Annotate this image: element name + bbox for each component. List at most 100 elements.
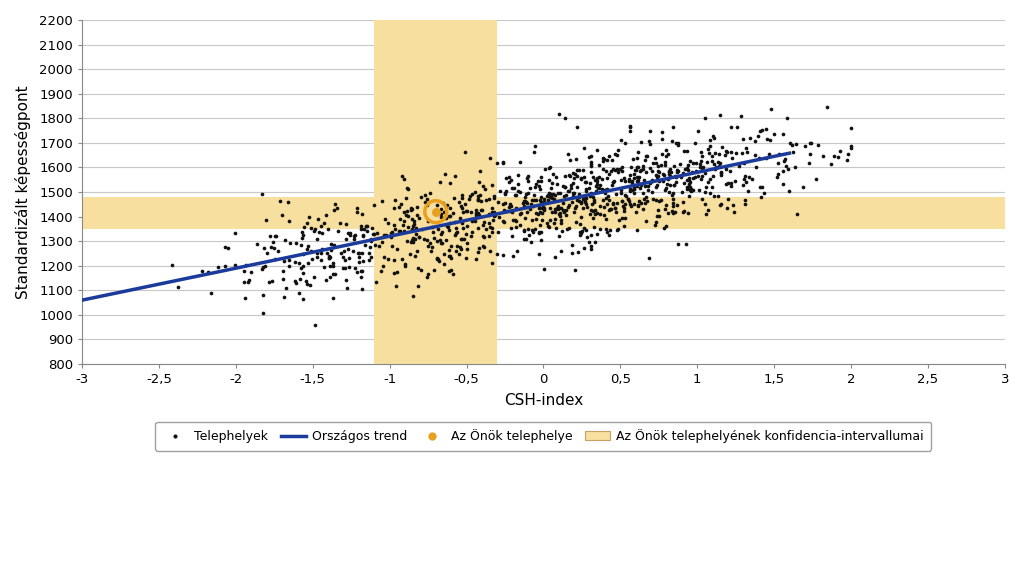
- Point: [437, 169, 454, 178]
- Point: [203, 289, 219, 298]
- Point: [438, 221, 455, 230]
- Point: [484, 215, 501, 224]
- Point: [387, 196, 403, 205]
- Point: [519, 224, 536, 233]
- Point: [802, 138, 818, 148]
- Point: [486, 207, 503, 216]
- Point: [508, 204, 524, 213]
- Point: [507, 216, 523, 225]
- Point: [501, 203, 517, 212]
- Point: [567, 202, 584, 211]
- Point: [541, 176, 557, 185]
- Point: [723, 148, 739, 157]
- Point: [590, 184, 606, 193]
- Point: [522, 184, 539, 193]
- Point: [341, 262, 357, 271]
- Point: [236, 278, 252, 287]
- Point: [558, 206, 574, 215]
- Point: [469, 194, 485, 203]
- Point: [815, 152, 831, 161]
- Point: [543, 189, 559, 198]
- Point: [470, 224, 486, 233]
- Point: [746, 137, 763, 146]
- Point: [607, 204, 624, 213]
- Point: [406, 291, 422, 300]
- Point: [383, 229, 399, 238]
- Point: [575, 166, 592, 175]
- Point: [693, 157, 710, 166]
- Point: [419, 200, 435, 209]
- Point: [467, 216, 483, 225]
- Point: [586, 195, 602, 204]
- Point: [620, 195, 636, 204]
- Point: [194, 266, 210, 275]
- Point: [585, 213, 601, 222]
- Point: [540, 191, 556, 200]
- Point: [365, 230, 381, 239]
- Point: [697, 209, 714, 218]
- Point: [542, 216, 558, 225]
- Point: [366, 229, 382, 238]
- Point: [476, 217, 493, 226]
- Point: [638, 192, 654, 201]
- Bar: [82, 197, 1005, 229]
- Point: [516, 235, 532, 244]
- Point: [435, 208, 452, 217]
- Point: [256, 243, 272, 252]
- Point: [676, 207, 692, 216]
- Point: [355, 225, 372, 234]
- Point: [570, 248, 587, 257]
- Point: [266, 231, 283, 240]
- Point: [630, 176, 646, 185]
- Point: [598, 225, 614, 234]
- Point: [313, 255, 330, 264]
- Point: [572, 173, 589, 182]
- Point: [326, 241, 342, 250]
- Point: [609, 164, 626, 173]
- Point: [170, 283, 186, 292]
- Point: [481, 223, 498, 232]
- Point: [649, 162, 666, 171]
- Point: [701, 142, 718, 151]
- Point: [683, 184, 699, 193]
- Point: [715, 142, 731, 151]
- Point: [361, 256, 378, 265]
- Point: [583, 242, 599, 251]
- Point: [455, 224, 471, 233]
- Point: [534, 215, 550, 224]
- Point: [720, 178, 736, 187]
- Point: [522, 204, 539, 213]
- Point: [775, 157, 792, 166]
- Point: [432, 204, 449, 213]
- Point: [530, 227, 547, 236]
- Point: [319, 224, 336, 233]
- Point: [616, 204, 633, 213]
- Point: [693, 151, 710, 160]
- Point: [725, 201, 741, 210]
- Point: [604, 180, 621, 189]
- Point: [505, 251, 521, 260]
- Point: [570, 190, 587, 199]
- Point: [657, 145, 674, 154]
- Point: [788, 210, 805, 219]
- Point: [318, 211, 335, 220]
- Point: [587, 175, 603, 184]
- Point: [547, 204, 563, 213]
- Point: [305, 226, 322, 235]
- Point: [325, 270, 341, 279]
- Point: [679, 183, 695, 192]
- Point: [650, 196, 667, 205]
- Point: [711, 150, 727, 159]
- Point: [718, 146, 734, 155]
- Point: [504, 232, 520, 241]
- Point: [572, 219, 589, 228]
- Point: [604, 177, 621, 186]
- Point: [660, 187, 677, 196]
- Point: [587, 237, 603, 246]
- Point: [559, 225, 575, 234]
- Point: [458, 253, 474, 262]
- Point: [626, 173, 642, 182]
- Point: [259, 248, 275, 257]
- Point: [352, 222, 369, 231]
- Point: [349, 207, 366, 216]
